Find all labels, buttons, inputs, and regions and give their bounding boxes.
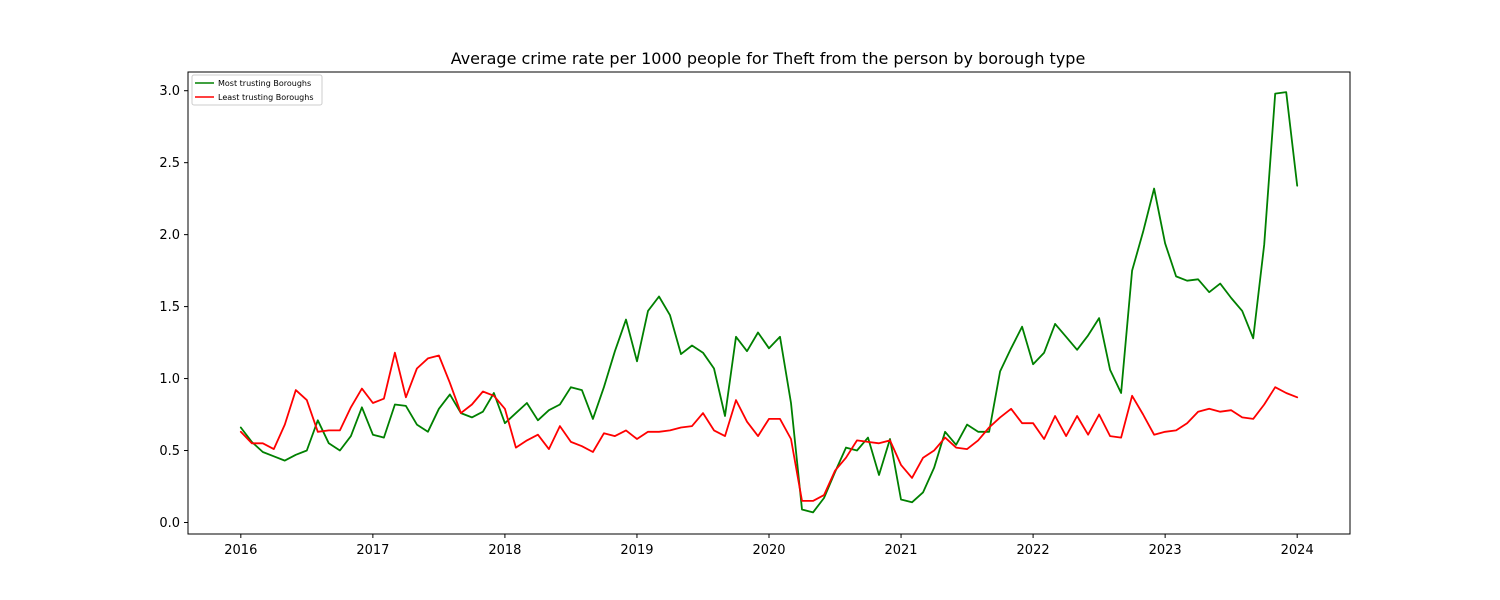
y-tick-label: 3.0	[159, 84, 180, 99]
x-tick-label: 2024	[1281, 543, 1314, 558]
y-tick-label: 0.0	[159, 516, 180, 531]
y-axis: 0.0 0.5 1.0 1.5 2.0 2.5 3.0	[159, 84, 188, 531]
legend: Most trusting Boroughs Least trusting Bo…	[191, 74, 323, 106]
x-tick-label: 2017	[356, 543, 389, 558]
legend-label-most-trusting: Most trusting Boroughs	[218, 79, 311, 88]
plot-area	[187, 71, 1351, 535]
x-axis: 2016 2017 2018 2019 2020 2021 2022 2023 2024	[224, 534, 1314, 558]
series-line-most-trusting	[239, 91, 1299, 514]
x-tick-label: 2019	[620, 543, 653, 558]
plot-frame	[187, 71, 1351, 535]
legend-label-least-trusting: Least trusting Boroughs	[218, 93, 313, 102]
y-tick-label: 1.0	[159, 372, 180, 387]
x-tick-label: 2021	[884, 543, 917, 558]
y-tick-label: 0.5	[159, 444, 180, 459]
x-tick-label: 2020	[752, 543, 785, 558]
y-tick-label: 1.5	[159, 300, 180, 315]
x-tick-label: 2023	[1149, 543, 1182, 558]
x-tick-label: 2018	[488, 543, 521, 558]
x-tick-label: 2016	[224, 543, 257, 558]
y-tick-label: 2.5	[159, 156, 180, 171]
x-tick-label: 2022	[1017, 543, 1050, 558]
series-layer	[239, 91, 1299, 514]
chart-title: Average crime rate per 1000 people for T…	[451, 49, 1086, 68]
legend-frame	[191, 74, 323, 106]
y-tick-label: 2.0	[159, 228, 180, 243]
series-line-least-trusting	[239, 351, 1299, 502]
